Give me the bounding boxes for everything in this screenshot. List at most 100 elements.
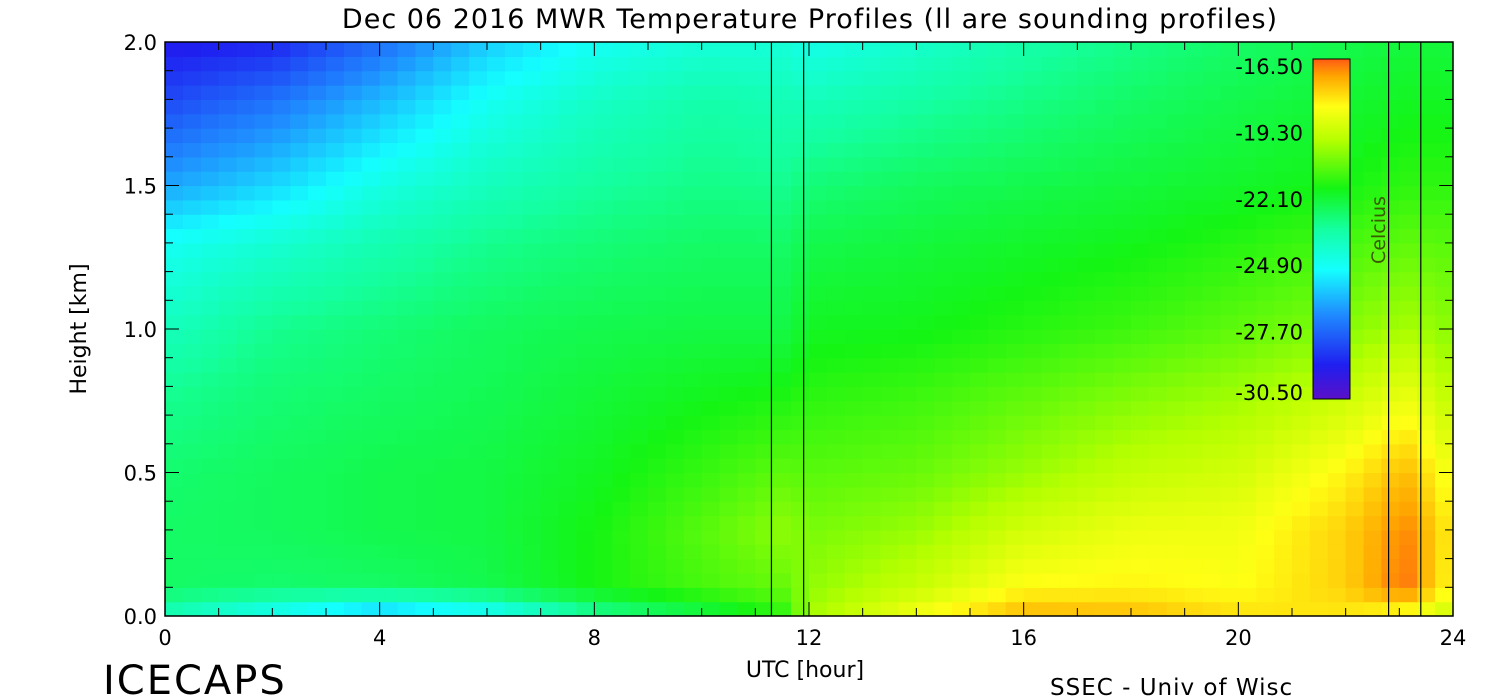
heatmap-cell [1023, 228, 1043, 244]
heatmap-cell [1292, 429, 1311, 445]
heatmap-cell [1131, 601, 1150, 616]
heatmap-cell [397, 42, 417, 57]
heatmap-cell [916, 285, 935, 301]
heatmap-cell [898, 558, 917, 574]
heatmap-cell [1095, 343, 1114, 359]
heatmap-cell [916, 372, 935, 387]
heatmap-cell [379, 472, 399, 488]
heatmap-cell [665, 372, 685, 387]
heatmap-cell [361, 458, 381, 474]
heatmap-cell [1184, 214, 1204, 230]
heatmap-cell [1077, 142, 1096, 158]
heatmap-cell [540, 544, 560, 560]
heatmap-cell [630, 501, 649, 517]
heatmap-cell [576, 357, 595, 373]
heatmap-cell [665, 199, 685, 215]
heatmap-cell [558, 214, 578, 230]
heatmap-cell [397, 587, 417, 603]
heatmap-cell [934, 285, 953, 301]
heatmap-cell [701, 314, 721, 330]
heatmap-cell [987, 601, 1007, 616]
heatmap-cell [1435, 572, 1453, 588]
heatmap-cell [987, 314, 1007, 330]
heatmap-cell [451, 544, 470, 560]
heatmap-cell [182, 529, 202, 545]
heatmap-cell [558, 400, 578, 416]
heatmap-cell [701, 285, 721, 301]
heatmap-cell [898, 85, 917, 100]
heatmap-cell [1292, 314, 1311, 330]
heatmap-cell [326, 300, 345, 316]
heatmap-cell [1292, 214, 1311, 230]
heatmap-cell [970, 587, 989, 603]
heatmap-cell [952, 400, 971, 416]
heatmap-cell [397, 601, 417, 616]
heatmap-cell [1202, 285, 1222, 301]
heatmap-cell [1345, 429, 1365, 445]
heatmap-cell [1363, 343, 1383, 359]
heatmap-cell [558, 372, 578, 387]
heatmap-cell [522, 486, 542, 502]
heatmap-cell [236, 156, 256, 172]
heatmap-cell [182, 285, 202, 301]
heatmap-cell [1202, 214, 1222, 230]
heatmap-cell [182, 42, 202, 57]
heatmap-cell [1381, 415, 1400, 431]
heatmap-cell [1381, 587, 1400, 603]
heatmap-cell [1131, 228, 1150, 244]
heatmap-cell [826, 285, 846, 301]
heatmap-cell [218, 257, 238, 273]
heatmap-cell [952, 601, 971, 616]
heatmap-cell [970, 128, 989, 144]
heatmap-cell [1274, 257, 1293, 273]
heatmap-cell [755, 85, 774, 100]
heatmap-cell [1184, 199, 1204, 215]
heatmap-cell [1292, 558, 1311, 574]
heatmap-cell [1202, 515, 1222, 531]
heatmap-cell [236, 185, 256, 201]
heatmap-cell [1077, 70, 1096, 86]
heatmap-cell [218, 185, 238, 201]
heatmap-cell [630, 558, 649, 574]
heatmap-cell [200, 472, 220, 488]
heatmap-cell [379, 572, 399, 588]
heatmap-cell [1077, 300, 1096, 316]
heatmap-cell [1381, 99, 1400, 115]
heatmap-cell [916, 601, 935, 616]
heatmap-cell [451, 587, 470, 603]
heatmap-cell [254, 171, 273, 187]
heatmap-cell [970, 214, 989, 230]
heatmap-cell [612, 156, 631, 172]
heatmap-cell [451, 285, 470, 301]
heatmap-cell [898, 529, 917, 545]
heatmap-cell [665, 357, 685, 373]
heatmap-cell [415, 257, 434, 273]
heatmap-cell [540, 70, 560, 86]
heatmap-cell [862, 386, 882, 402]
heatmap-cell [558, 343, 578, 359]
heatmap-cell [1077, 343, 1096, 359]
heatmap-cell [612, 558, 631, 574]
heatmap-cell [272, 443, 291, 459]
heatmap-cell [665, 300, 685, 316]
heatmap-cell [1166, 544, 1186, 560]
heatmap-cell [665, 529, 685, 545]
heatmap-cell [916, 214, 935, 230]
heatmap-cell [218, 300, 238, 316]
heatmap-cell [791, 357, 810, 373]
heatmap-cell [182, 400, 202, 416]
heatmap-cell [987, 42, 1007, 57]
heatmap-cell [558, 271, 578, 287]
heatmap-cell [415, 329, 434, 344]
heatmap-cell [218, 99, 238, 115]
heatmap-cell [504, 199, 524, 215]
heatmap-cell [970, 343, 989, 359]
heatmap-cell [576, 242, 595, 258]
heatmap-cell [648, 486, 667, 502]
heatmap-cell [1184, 85, 1204, 100]
heatmap-cell [415, 429, 434, 445]
heatmap-cell [1238, 128, 1257, 144]
heatmap-cell [1148, 601, 1168, 616]
heatmap-cell [1166, 372, 1186, 387]
heatmap-cell [576, 443, 595, 459]
